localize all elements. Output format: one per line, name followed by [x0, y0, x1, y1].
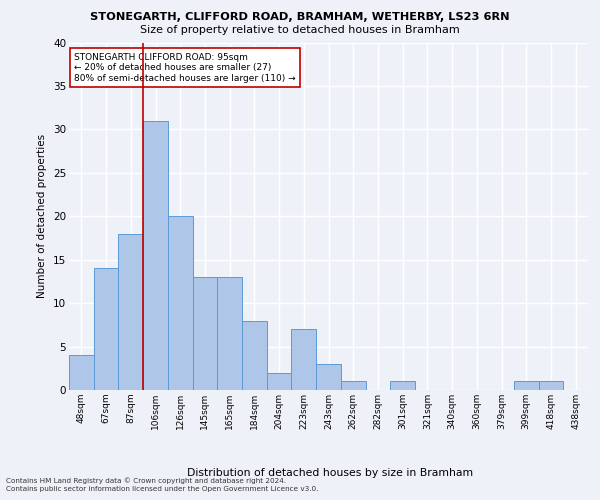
- Bar: [143, 120, 168, 390]
- Bar: [94, 268, 118, 390]
- Text: Contains public sector information licensed under the Open Government Licence v3: Contains public sector information licen…: [6, 486, 319, 492]
- Bar: [242, 320, 267, 390]
- Bar: [514, 382, 539, 390]
- Text: Size of property relative to detached houses in Bramham: Size of property relative to detached ho…: [140, 25, 460, 35]
- Bar: [118, 234, 143, 390]
- Text: Contains HM Land Registry data © Crown copyright and database right 2024.: Contains HM Land Registry data © Crown c…: [6, 478, 286, 484]
- Bar: [193, 277, 217, 390]
- Bar: [217, 277, 242, 390]
- Bar: [390, 382, 415, 390]
- Bar: [267, 372, 292, 390]
- Bar: [539, 382, 563, 390]
- Text: Distribution of detached houses by size in Bramham: Distribution of detached houses by size …: [187, 468, 473, 477]
- Bar: [316, 364, 341, 390]
- Y-axis label: Number of detached properties: Number of detached properties: [37, 134, 47, 298]
- Bar: [292, 329, 316, 390]
- Bar: [69, 355, 94, 390]
- Bar: [341, 382, 365, 390]
- Bar: [168, 216, 193, 390]
- Text: STONEGARTH, CLIFFORD ROAD, BRAMHAM, WETHERBY, LS23 6RN: STONEGARTH, CLIFFORD ROAD, BRAMHAM, WETH…: [90, 12, 510, 22]
- Text: STONEGARTH CLIFFORD ROAD: 95sqm
← 20% of detached houses are smaller (27)
80% of: STONEGARTH CLIFFORD ROAD: 95sqm ← 20% of…: [74, 53, 296, 82]
